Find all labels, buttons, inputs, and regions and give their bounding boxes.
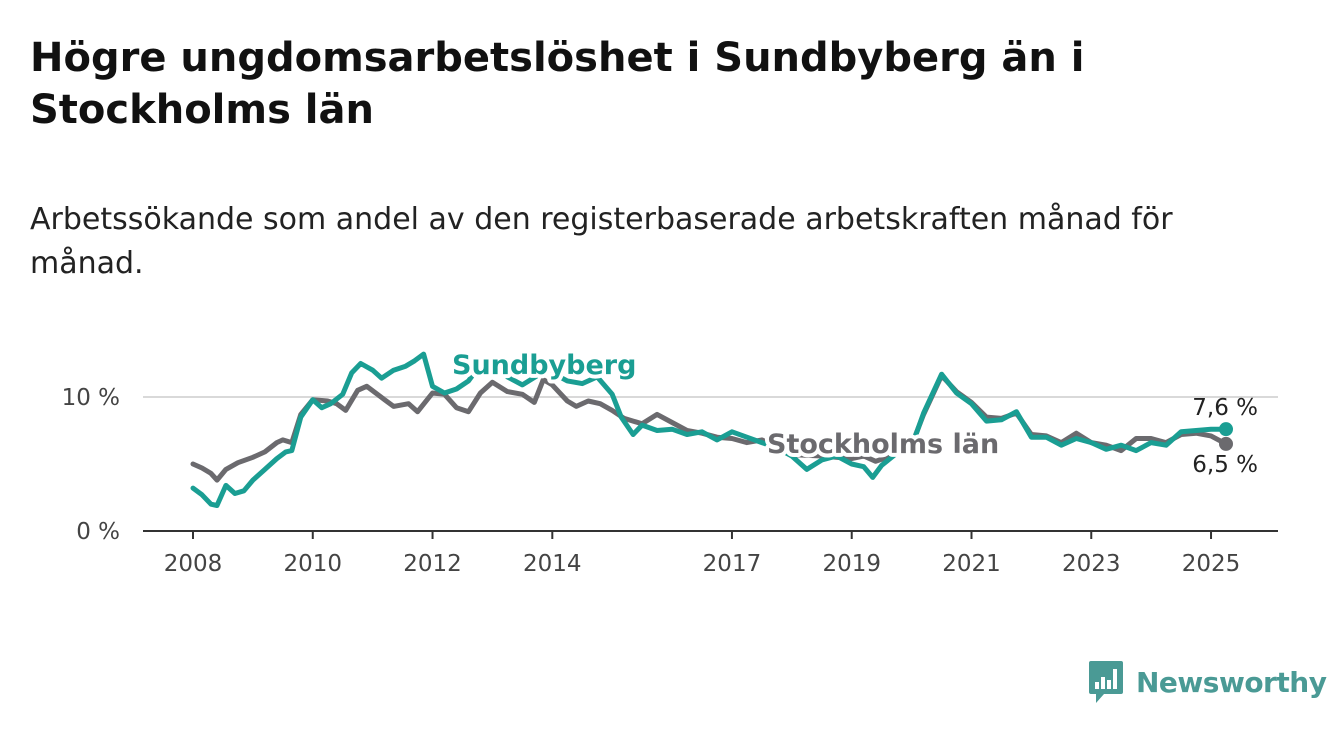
x-tick-label: 2023 [1062,551,1121,577]
x-tick-label: 2017 [703,551,762,577]
x-tick-label: 2019 [822,551,881,577]
end-value-label: 6,5 % [1192,452,1258,478]
series-layer [190,351,1233,508]
y-tick-label: 10 % [62,385,120,411]
series-label: Stockholms län [767,429,999,460]
chart-title: Högre ungdomsarbetslöshet i Sundbyberg ä… [30,35,1085,133]
newsworthy-logo-icon [1089,661,1123,703]
label-layer: Sundbyberg Stockholms län 6,5 % 7,6 % [448,346,1258,478]
series-end-point [1219,436,1233,451]
x-tick-label: 2014 [523,551,582,577]
end-value-label: 7,6 % [1192,395,1258,421]
x-tick-label: 2008 [164,551,223,577]
series-label: Sundbyberg [452,350,636,381]
x-tick-label: 2012 [403,551,462,577]
series-line-stockholms-l-n [190,373,1229,483]
series-end-point [1219,422,1233,437]
x-tick-label: 2025 [1182,551,1241,577]
brand-name: Newsworthy [1136,665,1327,699]
chart-subtitle: Arbetssökande som andel av den registerb… [30,202,1173,281]
x-axis: 0 % 10 % 2008 2010 2012 2014 2017 2019 2021 2023 2… [62,385,1278,577]
series-line-sundbyberg [190,351,1229,508]
y-tick-label: 0 % [76,519,120,545]
x-tick-label: 2010 [283,551,342,577]
brand-logo: Newsworthy [1088,660,1327,704]
x-tick-label: 2021 [942,551,1001,577]
